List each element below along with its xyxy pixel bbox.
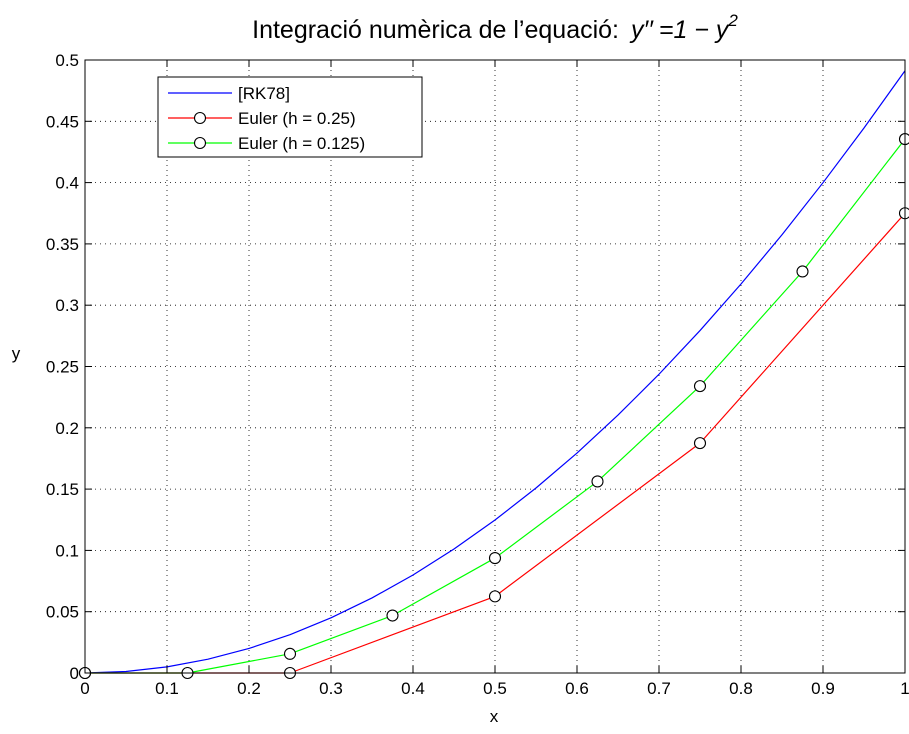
y-tick-label: 0.25 — [46, 358, 79, 377]
legend: [RK78] Euler (h = 0.25) Euler (h = 0.125) — [158, 77, 422, 157]
x-tick-label: 0.8 — [729, 679, 753, 698]
series-point — [387, 610, 398, 621]
x-axis-label: x — [490, 707, 499, 726]
x-tick-label: 0.1 — [155, 679, 179, 698]
chart-title-equation-lhs: y′′ — [629, 16, 654, 44]
series-point — [490, 591, 501, 602]
x-tick-label: 0.2 — [237, 679, 261, 698]
y-tick-label: 0.5 — [55, 51, 79, 70]
series-point — [900, 134, 909, 145]
legend-label: [RK78] — [238, 84, 290, 103]
x-tick-label: 0.6 — [565, 679, 589, 698]
series-point — [592, 476, 603, 487]
y-axis-label: y — [12, 344, 21, 363]
series-point — [695, 381, 706, 392]
legend-label: Euler (h = 0.125) — [238, 134, 365, 153]
series-point — [285, 648, 296, 659]
series-point — [490, 553, 501, 564]
x-tick-label: 0 — [80, 679, 89, 698]
y-tick-label: 0.2 — [55, 419, 79, 438]
series-point — [797, 266, 808, 277]
y-tick-label: 0 — [70, 664, 79, 683]
series-point — [695, 438, 706, 449]
x-tick-label: 0.4 — [401, 679, 425, 698]
y-tick-label: 0.15 — [46, 480, 79, 499]
y-tick-label: 0.3 — [55, 296, 79, 315]
y-tick-label: 0.05 — [46, 603, 79, 622]
chart-title: Integració numèrica de l’equació: y′′=1 −… — [252, 11, 738, 44]
x-tick-label: 1 — [900, 679, 909, 698]
x-tick-label: 0.7 — [647, 679, 671, 698]
y-tick-label: 0.1 — [55, 541, 79, 560]
y-tick-label: 0.4 — [55, 174, 79, 193]
y-tick-label: 0.45 — [46, 112, 79, 131]
legend-marker-swatch — [195, 138, 206, 149]
chart-title-equation-exponent: 2 — [727, 11, 738, 30]
chart-title-equation-rhs: =1 − y — [659, 16, 730, 44]
legend-label: Euler (h = 0.25) — [238, 109, 356, 128]
x-tick-label: 0.5 — [483, 679, 507, 698]
series-point — [900, 208, 909, 219]
legend-marker-swatch — [195, 113, 206, 124]
chart-title-prefix: Integració numèrica de l’equació: — [252, 16, 619, 44]
x-tick-label: 0.9 — [811, 679, 835, 698]
x-tick-label: 0.3 — [319, 679, 343, 698]
y-tick-label: 0.35 — [46, 235, 79, 254]
